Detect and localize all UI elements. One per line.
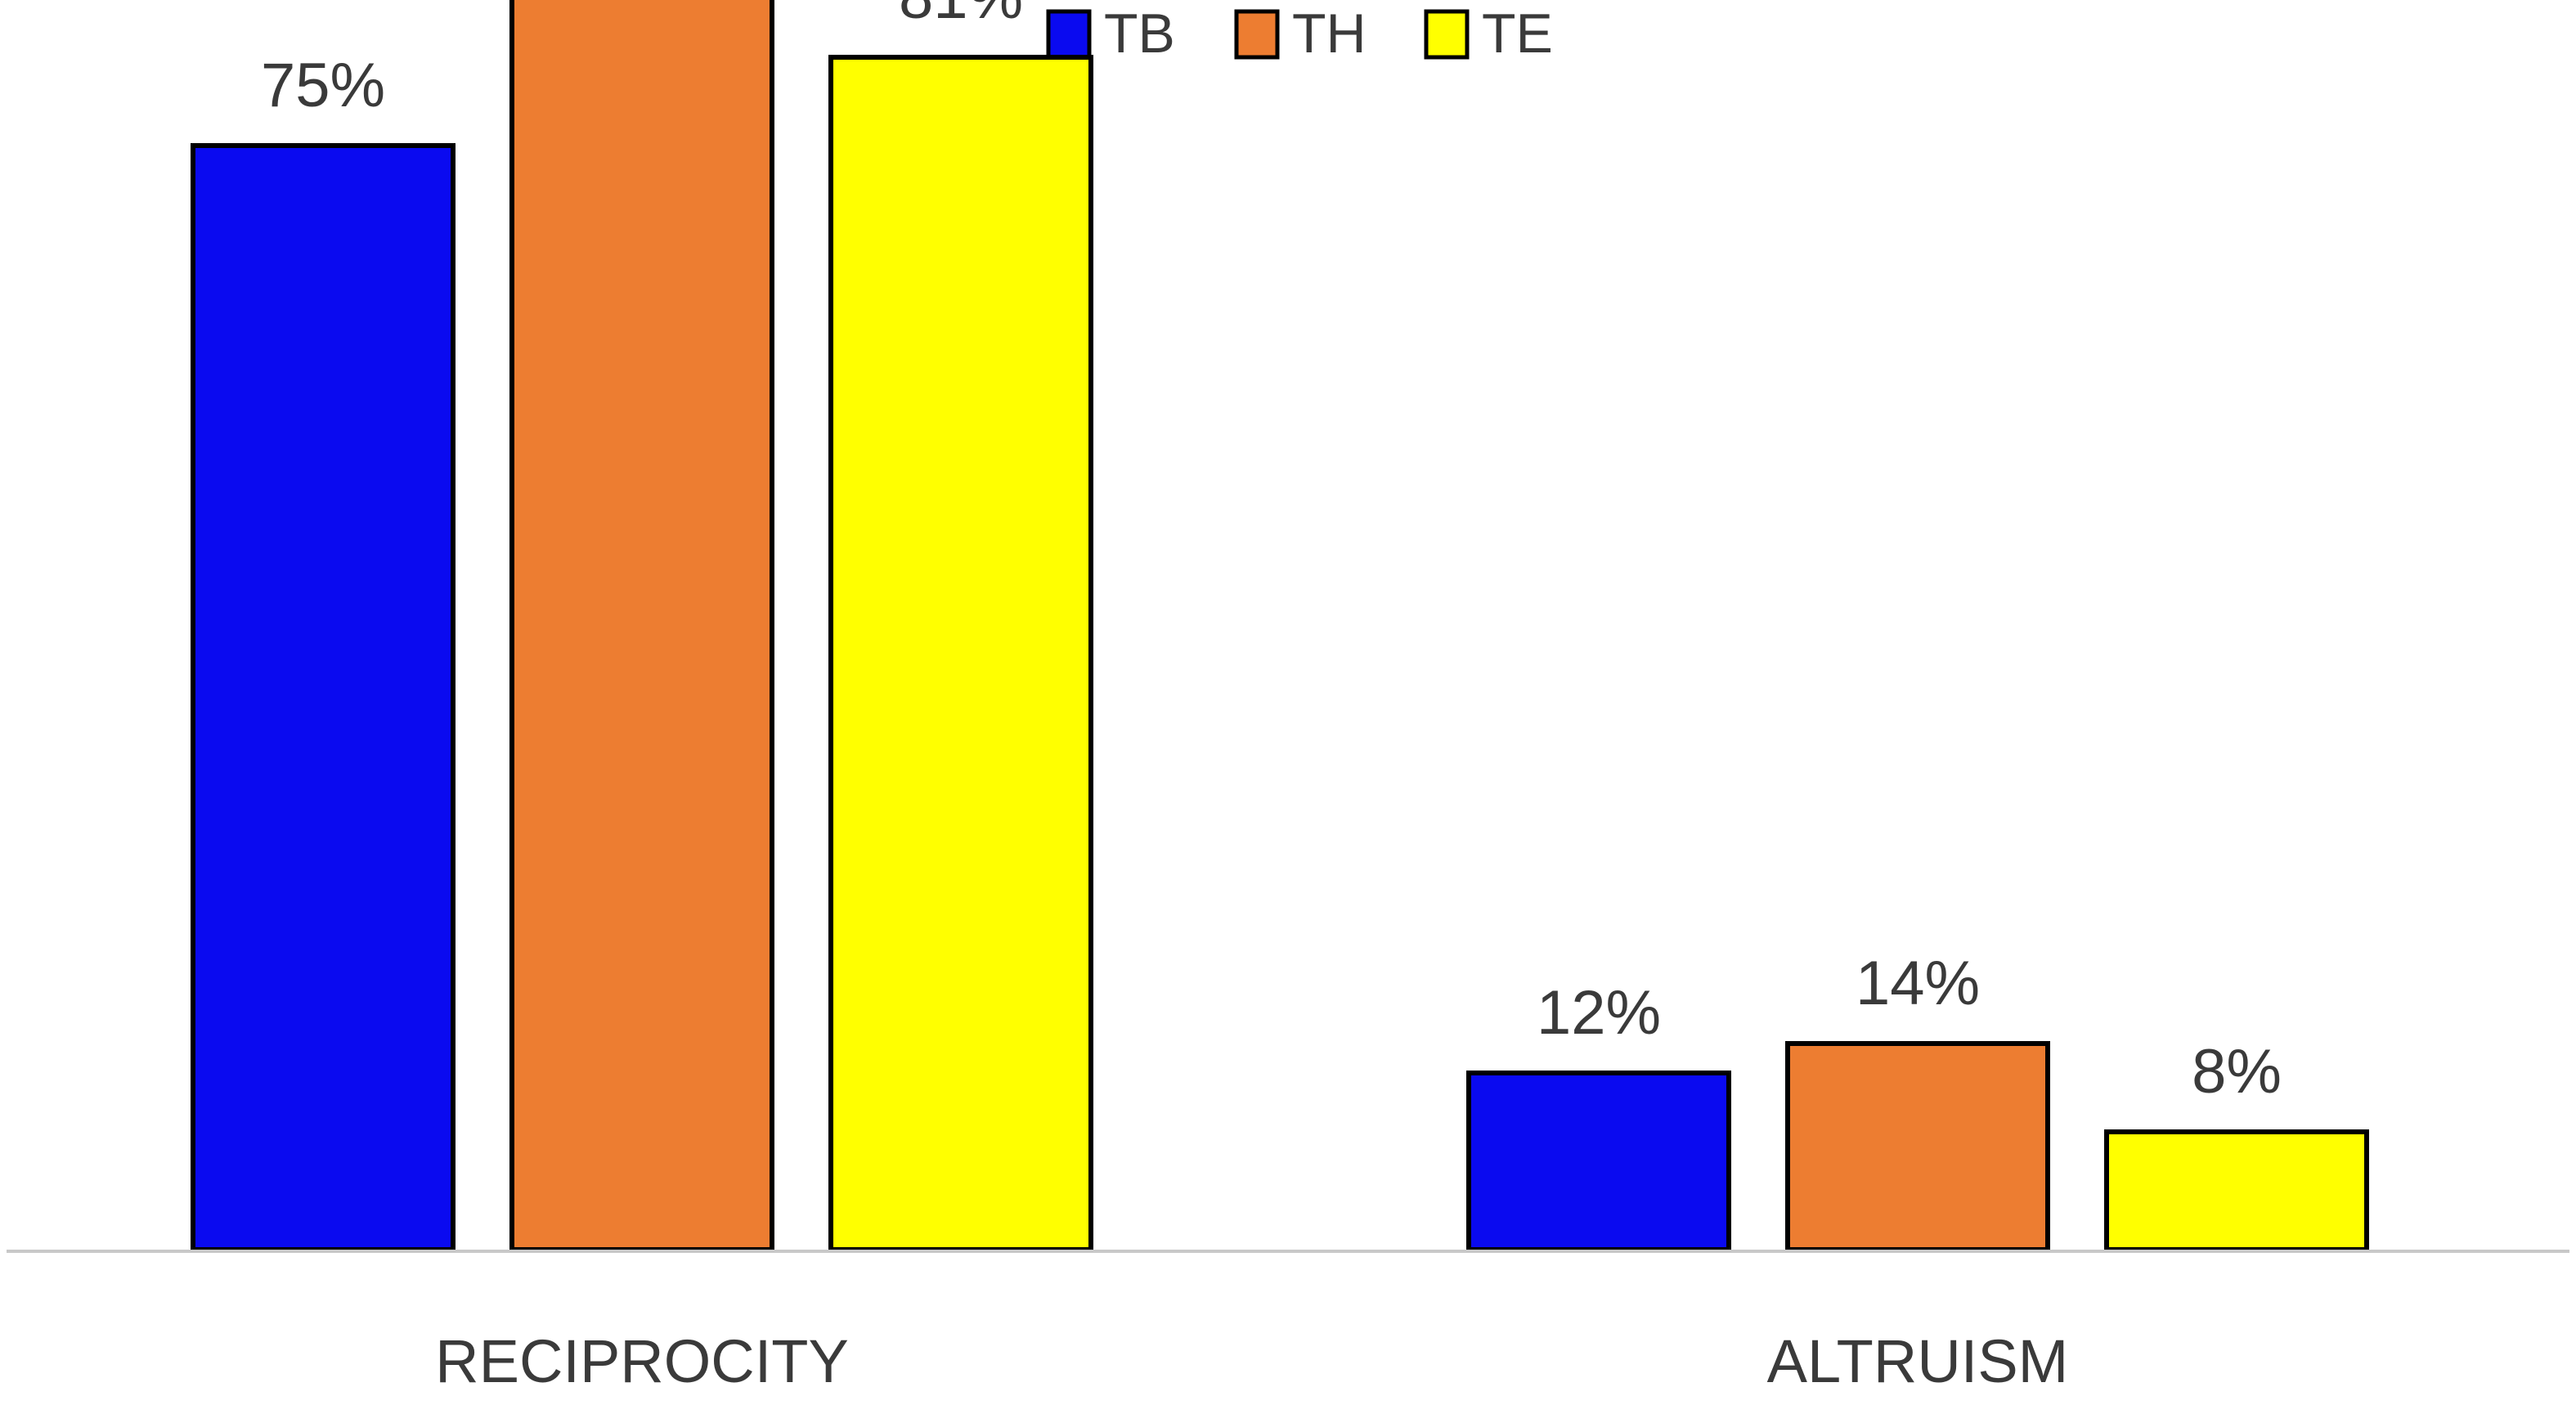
- legend: TB TH TE: [1046, 2, 1553, 65]
- bar-te-altruism: [2104, 1129, 2369, 1252]
- data-label-te-altruism: 8%: [2192, 1037, 2282, 1106]
- data-label-te-reciprocity: 81%: [899, 0, 1023, 32]
- data-label-th-altruism: 14%: [1856, 949, 1980, 1018]
- bar-te-reciprocity: [828, 55, 1093, 1252]
- legend-label-te: TE: [1482, 2, 1553, 65]
- bar-tb-reciprocity: [191, 143, 456, 1252]
- legend-label-tb: TB: [1104, 2, 1175, 65]
- x-tick-label-altruism: ALTRUISM: [1767, 1327, 2069, 1395]
- bar-th-altruism: [1785, 1041, 2050, 1252]
- x-tick-labels-group: RECIPROCITY ALTRUISM: [435, 1327, 2068, 1395]
- x-tick-label-reciprocity: RECIPROCITY: [435, 1327, 849, 1395]
- data-label-tb-reciprocity: 75%: [261, 51, 385, 120]
- legend-label-th: TH: [1292, 2, 1367, 65]
- data-labels-group: 75%93%81%12%14%8%: [261, 0, 2282, 1106]
- bars-group: [191, 0, 2369, 1252]
- bar-th-reciprocity: [509, 0, 774, 1252]
- legend-swatch-th: [1234, 9, 1280, 60]
- legend-swatch-tb: [1046, 9, 1092, 60]
- data-label-tb-altruism: 12%: [1537, 978, 1661, 1048]
- legend-swatch-te: [1424, 9, 1470, 60]
- bar-tb-altruism: [1466, 1071, 1731, 1252]
